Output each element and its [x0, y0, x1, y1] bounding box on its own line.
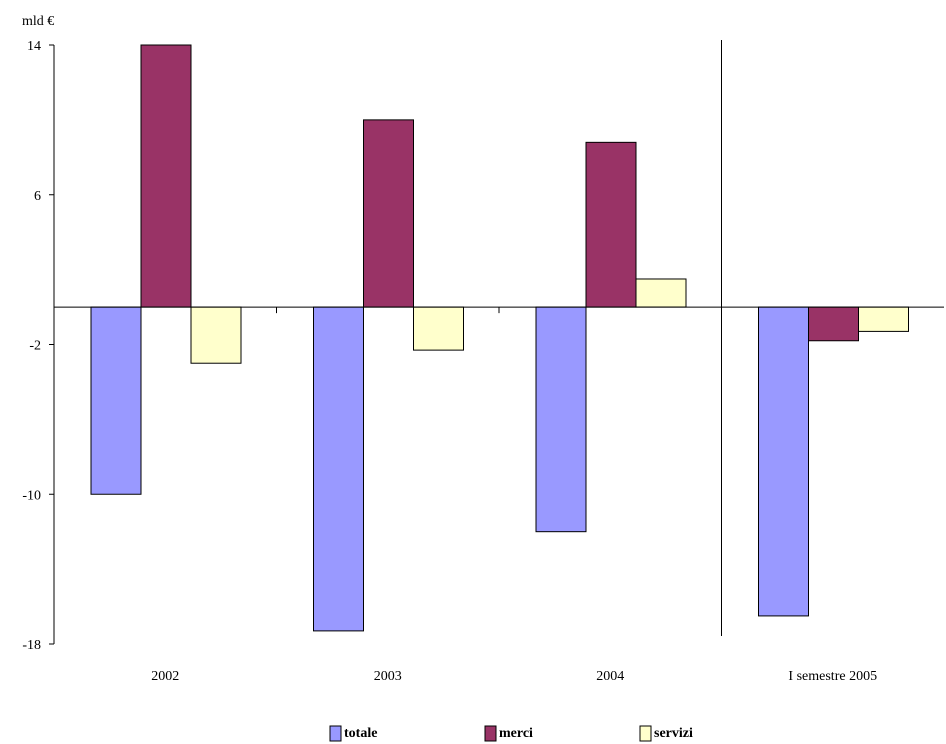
bar-servizi-3 [858, 306, 909, 332]
bar-servizi-2 [635, 278, 687, 308]
bar-merci-3 [808, 306, 859, 342]
bar-totale-2 [535, 306, 587, 533]
bar-merci-2 [585, 141, 637, 308]
bar-totale-3 [758, 306, 809, 617]
bar-merci-0 [140, 44, 192, 308]
x-tick-label: 2002 [151, 669, 179, 684]
legend-swatch-merci [484, 725, 497, 742]
bar-totale-0 [90, 306, 142, 495]
legend-label-merci: merci [499, 726, 533, 741]
x-tick-label: 2004 [596, 669, 624, 684]
y-tick-label: 14 [27, 39, 41, 54]
y-tick-label: -18 [22, 638, 41, 653]
legend-swatch-totale [329, 725, 342, 742]
y-unit-label: mld € [22, 14, 54, 29]
y-tick-label: -2 [29, 339, 41, 354]
legend-swatch-servizi [639, 725, 652, 742]
x-tick-label: 2003 [374, 669, 402, 684]
bar-servizi-1 [413, 306, 464, 351]
y-tick-label: 6 [34, 189, 41, 204]
bar-merci-1 [363, 119, 414, 308]
bar-servizi-0 [190, 306, 242, 364]
bar-totale-1 [313, 306, 364, 632]
y-tick-label: -10 [22, 488, 41, 503]
x-tick-label: I semestre 2005 [788, 669, 877, 684]
legend-label-servizi: servizi [654, 726, 693, 741]
legend-label-totale: totale [344, 726, 377, 741]
